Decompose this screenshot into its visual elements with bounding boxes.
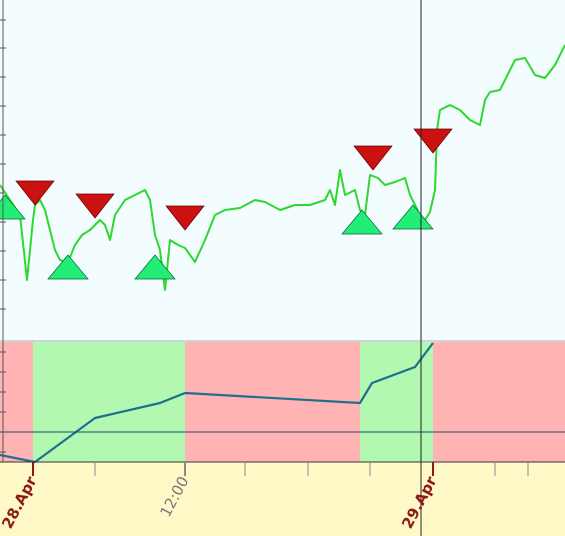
buy-signal [134, 254, 176, 280]
buy-signal [341, 209, 383, 235]
indicator-zone [0, 342, 33, 462]
buy-signal [47, 254, 89, 280]
sell-signal [353, 145, 393, 171]
sell-signal [413, 128, 453, 154]
time-axis-panel [0, 462, 565, 536]
sell-signal [15, 180, 55, 206]
sell-signal [165, 205, 205, 231]
buy-signal [392, 204, 434, 230]
buy-signal [0, 194, 26, 220]
sell-signal [75, 193, 115, 219]
indicator-zone [433, 342, 565, 462]
indicator-zone [360, 342, 433, 462]
indicator-line [0, 342, 434, 464]
price-line [0, 44, 565, 291]
price-panel [0, 0, 565, 341]
